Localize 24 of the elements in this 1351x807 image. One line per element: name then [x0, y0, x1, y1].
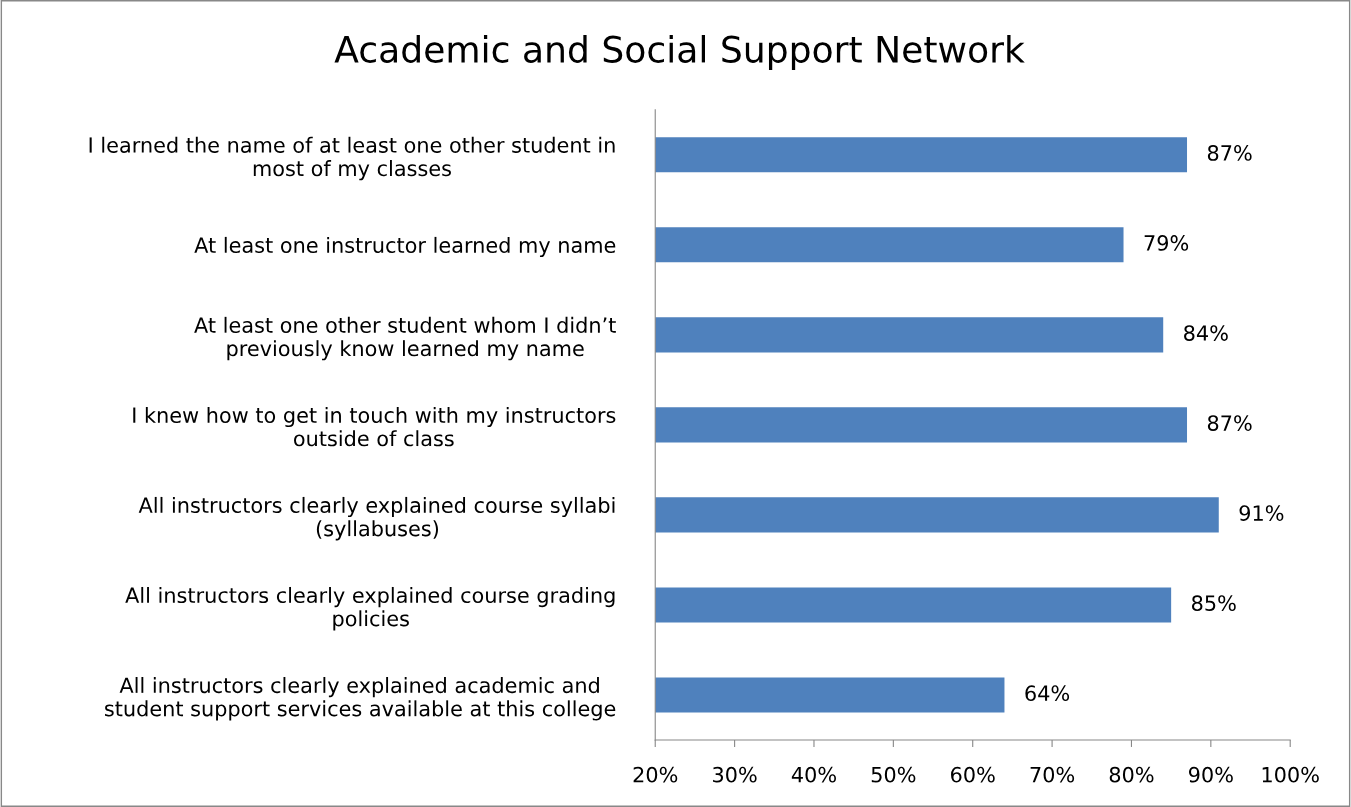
x-tick-label: 90% — [1188, 766, 1233, 783]
x-tick-label: 40% — [791, 766, 836, 783]
y-tick-label: At least one other student whom I didn’t previously know learned my name — [194, 316, 616, 361]
x-tick-label: 100% — [1262, 766, 1319, 783]
y-tick-label: All instructors clearly explained course grading policies — [125, 586, 615, 631]
data-label: 91% — [1239, 505, 1284, 521]
y-tick-label: At least one instructor learned my name — [194, 236, 616, 258]
data-label: 87% — [1207, 415, 1252, 431]
x-tick-label: 50% — [871, 766, 916, 783]
x-tick-label: 30% — [713, 766, 757, 783]
y-tick-label: All instructors clearly explained course syllabi (syllabuses) — [138, 496, 615, 541]
x-tick-label: 80% — [1109, 766, 1154, 783]
y-tick-label: All instructors clearly explained academic and student support services available at this college — [105, 677, 616, 721]
data-label: 87% — [1207, 145, 1252, 161]
y-tick-label: I knew how to get in touch with my instructors outside of class — [133, 406, 616, 447]
x-tick-label: 60% — [951, 766, 995, 783]
chart-title: Academic and Social Support Network — [334, 34, 1025, 70]
data-label: 79% — [1144, 235, 1189, 251]
data-label: 64% — [1025, 685, 1070, 702]
x-tick-label: 20% — [633, 766, 678, 783]
data-label: 84% — [1184, 325, 1228, 341]
y-tick-label: I learned the name of at least one other student in most of my classes — [89, 136, 615, 181]
x-tick-label: 70% — [1030, 766, 1075, 783]
data-label: 85% — [1192, 595, 1236, 612]
